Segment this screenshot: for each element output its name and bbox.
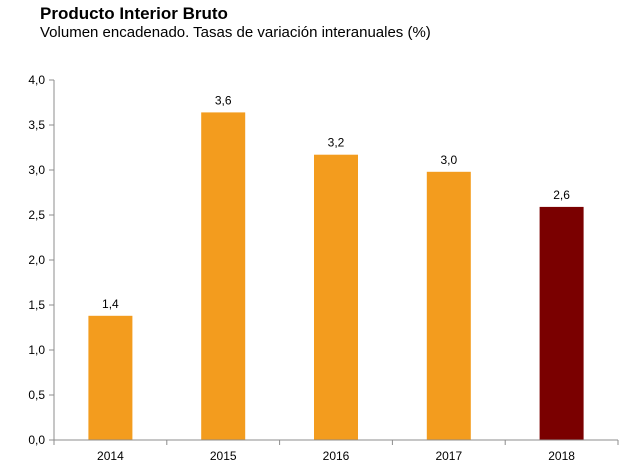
- x-tick-label: 2017: [435, 449, 462, 463]
- x-tick-label: 2016: [323, 449, 350, 463]
- bar-2017: [426, 171, 471, 441]
- bar-2018: [539, 206, 584, 440]
- bars: 1,4 3,6 3,2 3,0 2,6: [88, 93, 584, 441]
- x-axis: 2014 2015 2016 2017 2018: [53, 439, 619, 463]
- data-label-2016: 3,2: [328, 136, 345, 150]
- chart-subtitle: Volumen encadenado. Tasas de variación i…: [40, 24, 431, 41]
- data-label-2014: 1,4: [102, 297, 119, 311]
- bar-2015: [201, 112, 246, 441]
- y-tick-label: 3,0: [28, 163, 45, 177]
- data-label-2015: 3,6: [215, 93, 232, 107]
- y-tick-label: 1,0: [28, 343, 45, 357]
- x-tick-label: 2015: [210, 449, 237, 463]
- bar-2016: [314, 154, 358, 440]
- y-tick-label: 0,5: [28, 388, 45, 402]
- data-label-2018: 2,6: [553, 188, 570, 202]
- bar-2014: [88, 315, 133, 440]
- x-tick-label: 2014: [97, 449, 124, 463]
- chart-title: Producto Interior Bruto: [40, 4, 228, 23]
- y-axis: 0,0 0,5 1,0 1,5 2,0 2,5 3,0 3,5 4,0: [28, 73, 55, 447]
- y-tick-label: 2,0: [28, 253, 45, 267]
- y-tick-label: 2,5: [28, 208, 45, 222]
- x-tick-label: 2018: [548, 449, 575, 463]
- data-label-2017: 3,0: [440, 153, 457, 167]
- y-tick-label: 4,0: [28, 73, 45, 87]
- y-tick-label: 0,0: [28, 433, 45, 447]
- y-tick-label: 3,5: [28, 118, 45, 132]
- y-tick-label: 1,5: [28, 298, 45, 312]
